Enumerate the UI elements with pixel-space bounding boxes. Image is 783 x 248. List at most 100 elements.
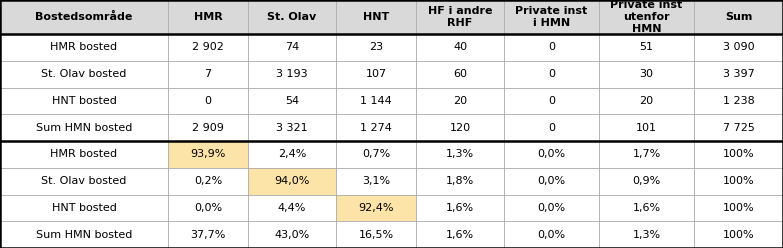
Bar [168,141,248,168]
Text: 0,0%: 0,0% [537,230,565,240]
Text: 0: 0 [548,69,555,79]
Text: Sum: Sum [725,12,752,22]
Text: 1,6%: 1,6% [446,230,474,240]
Bar [168,61,248,88]
Text: 74: 74 [285,42,299,53]
Bar [694,88,783,114]
Bar [168,0,248,34]
Text: 20: 20 [640,96,654,106]
Text: 0,9%: 0,9% [633,176,661,186]
Text: 7 725: 7 725 [723,123,755,133]
Text: 1 274: 1 274 [360,123,392,133]
Text: 100%: 100% [723,176,754,186]
Text: 0: 0 [548,42,555,53]
Bar [0,0,168,34]
Bar [416,88,504,114]
Bar [599,88,694,114]
Text: 3,1%: 3,1% [362,176,390,186]
Text: 0,7%: 0,7% [362,150,390,159]
Bar [416,114,504,141]
Bar [248,34,336,61]
Bar [416,168,504,194]
Bar [168,34,248,61]
Text: HMR bosted: HMR bosted [50,150,117,159]
Bar [504,88,599,114]
Text: Sum HMN bosted: Sum HMN bosted [36,230,132,240]
Text: 107: 107 [366,69,387,79]
Text: 43,0%: 43,0% [274,230,309,240]
Bar [248,61,336,88]
Text: 1,3%: 1,3% [446,150,474,159]
Text: 92,4%: 92,4% [359,203,394,213]
Text: 3 321: 3 321 [276,123,308,133]
Bar [248,88,336,114]
Bar [416,34,504,61]
Bar [694,114,783,141]
Text: 0: 0 [548,96,555,106]
Bar [416,221,504,248]
Bar [599,114,694,141]
Text: 54: 54 [285,96,299,106]
Text: 0,0%: 0,0% [537,176,565,186]
Text: 4,4%: 4,4% [278,203,306,213]
Bar [0,194,168,221]
Bar [504,194,599,221]
Bar [336,194,416,221]
Bar [0,88,168,114]
Bar [694,168,783,194]
Text: St. Olav bosted: St. Olav bosted [41,176,127,186]
Text: HNT bosted: HNT bosted [52,96,117,106]
Text: 1 144: 1 144 [360,96,392,106]
Text: 60: 60 [453,69,467,79]
Bar [504,61,599,88]
Text: 0,2%: 0,2% [194,176,222,186]
Bar [416,141,504,168]
Bar [694,141,783,168]
Bar [248,0,336,34]
Bar [504,141,599,168]
Text: 1,8%: 1,8% [446,176,474,186]
Text: 51: 51 [640,42,654,53]
Text: 100%: 100% [723,203,754,213]
Bar [168,168,248,194]
Bar [0,221,168,248]
Bar [416,61,504,88]
Text: 0: 0 [548,123,555,133]
Bar [694,0,783,34]
Bar [0,141,168,168]
Text: 1,7%: 1,7% [633,150,661,159]
Bar [336,88,416,114]
Bar [248,168,336,194]
Text: 3 397: 3 397 [723,69,754,79]
Text: 0,0%: 0,0% [537,203,565,213]
Text: 1,6%: 1,6% [446,203,474,213]
Text: 120: 120 [449,123,471,133]
Bar [599,34,694,61]
Bar [248,141,336,168]
Text: 0: 0 [204,96,211,106]
Bar [599,141,694,168]
Bar [168,194,248,221]
Text: 100%: 100% [723,230,754,240]
Bar [694,34,783,61]
Text: HF i andre
RHF: HF i andre RHF [428,6,493,28]
Text: 37,7%: 37,7% [190,230,226,240]
Text: HNT: HNT [363,12,389,22]
Bar [0,114,168,141]
Bar [336,61,416,88]
Bar [248,114,336,141]
Text: 3 193: 3 193 [276,69,308,79]
Bar [168,88,248,114]
Bar [336,168,416,194]
Bar [336,0,416,34]
Bar [599,61,694,88]
Bar [599,194,694,221]
Text: 1 238: 1 238 [723,96,754,106]
Bar [0,168,168,194]
Bar [168,221,248,248]
Bar [504,34,599,61]
Bar [599,168,694,194]
Text: 30: 30 [640,69,654,79]
Text: 2 909: 2 909 [192,123,224,133]
Text: Private inst
i HMN: Private inst i HMN [515,6,587,28]
